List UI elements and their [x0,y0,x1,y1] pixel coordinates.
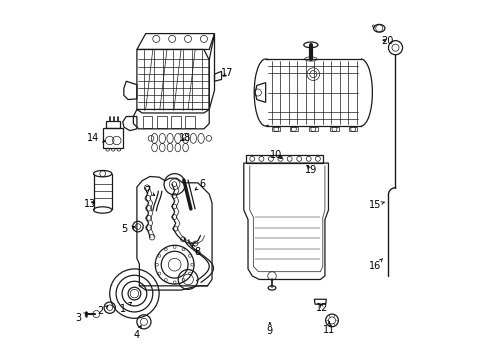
Text: 8: 8 [192,245,201,257]
Text: 1: 1 [120,302,131,314]
Text: 15: 15 [368,201,384,210]
Text: 2: 2 [97,306,108,316]
Text: 18: 18 [179,133,191,143]
Text: 17: 17 [221,68,233,78]
Text: 10: 10 [269,150,282,159]
Text: 19: 19 [304,165,316,175]
Text: 11: 11 [323,322,335,335]
Text: 6: 6 [195,179,205,190]
Text: 7: 7 [144,186,155,196]
Text: 16: 16 [368,258,382,271]
Text: 3: 3 [76,312,87,323]
Text: 14: 14 [87,133,105,143]
Text: 5: 5 [121,224,135,234]
Text: 13: 13 [83,199,96,209]
Text: 4: 4 [134,325,141,339]
Text: 9: 9 [266,323,272,336]
Text: 20: 20 [381,36,393,46]
Text: 12: 12 [315,303,327,313]
